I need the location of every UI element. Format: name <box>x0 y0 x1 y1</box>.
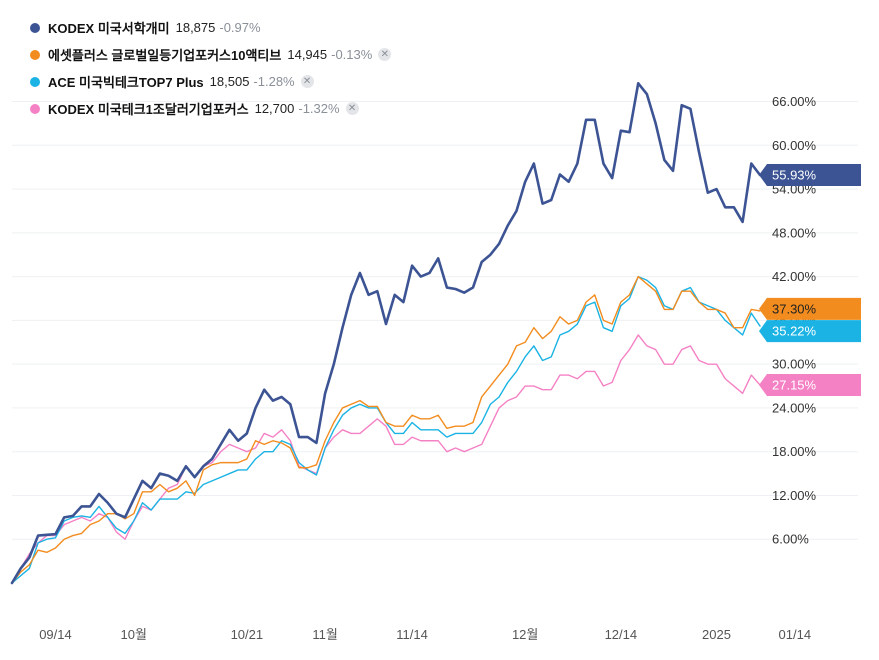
legend-series-name: 에셋플러스 글로벌일등기업포커스10액티브 <box>48 48 282 63</box>
legend-series-name: ACE 미국빅테크TOP7 Plus <box>48 75 204 90</box>
legend-change: -0.13% <box>331 47 373 62</box>
x-tick-label: 11/14 <box>396 627 428 642</box>
y-tick-label: 48.00% <box>772 225 817 240</box>
legend-change: -0.97% <box>219 20 261 35</box>
legend-series-name: KODEX 미국테크1조달러기업포커스 <box>48 102 249 117</box>
legend-dot-icon <box>30 22 40 33</box>
end-value-label: 37.30% <box>772 301 817 316</box>
series-line-1[interactable] <box>11 275 761 584</box>
grid-lines <box>12 101 858 540</box>
legend-item-kodex-tech1jo[interactable]: KODEX 미국테크1조달러기업포커스 12,700 -1.32% ✕ <box>30 95 391 122</box>
x-tick-label: 2025 <box>702 627 731 642</box>
legend-change: -1.28% <box>253 74 295 89</box>
end-value-label: 35.22% <box>772 324 817 339</box>
x-tick-label: 10/21 <box>231 627 264 642</box>
end-label-bg-2 <box>759 320 861 343</box>
legend-price: 12,700 <box>254 101 295 116</box>
legend-price: 18,505 <box>209 74 250 89</box>
legend-dot-icon <box>30 103 40 114</box>
x-tick-label: 09/14 <box>39 627 72 642</box>
y-tick-label: 6.00% <box>772 532 809 547</box>
legend-price: 14,945 <box>287 47 328 62</box>
x-tick-label: 11월 <box>312 627 337 642</box>
x-axis-ticks: 09/14 10월 10/21 11월 11/14 12월 12/14 2025 01/14 <box>39 627 811 642</box>
y-tick-label: 18.00% <box>772 444 817 459</box>
legend-item-kodex-seohak[interactable]: KODEX 미국서학개미 18,875 -0.97% <box>30 14 391 41</box>
y-tick-label: 60.00% <box>772 138 817 153</box>
legend-item-ace-bigtech[interactable]: ACE 미국빅테크TOP7 Plus 18,505 -1.28% ✕ <box>30 68 391 95</box>
legend-change: -1.32% <box>298 101 340 116</box>
legend-item-assetplus[interactable]: 에셋플러스 글로벌일등기업포커스10액티브 14,945 -0.13% ✕ <box>30 41 392 68</box>
legend-series-name: KODEX 미국서학개미 <box>48 21 170 36</box>
legend-dot-icon <box>30 49 40 60</box>
series-line-3[interactable] <box>11 334 761 584</box>
end-label-bg-1 <box>759 297 861 320</box>
remove-series-close-icon[interactable]: ✕ <box>345 102 359 115</box>
end-label-bg-3 <box>759 373 861 396</box>
x-tick-label: 12/14 <box>605 627 638 642</box>
legend: KODEX 미국서학개미 18,875 -0.97% 에셋플러스 글로벌일등기업… <box>30 14 392 122</box>
end-value-label: 27.15% <box>772 377 817 392</box>
x-tick-label: 01/14 <box>779 627 812 642</box>
end-value-label: 55.93% <box>772 167 817 182</box>
x-tick-label: 10월 <box>121 627 147 642</box>
series-line-0[interactable] <box>10 81 762 585</box>
y-tick-label: 24.00% <box>772 400 817 415</box>
y-tick-label: 12.00% <box>772 488 817 503</box>
end-value-labels: 55.93% 37.30% 35.22% 27.15% <box>759 163 861 396</box>
y-tick-label: 30.00% <box>772 357 817 372</box>
end-label-bg-0 <box>759 163 861 186</box>
y-tick-label: 66.00% <box>772 94 817 109</box>
series-lines <box>10 81 762 585</box>
y-tick-label: 42.00% <box>772 269 817 284</box>
x-tick-label: 12월 <box>512 627 538 642</box>
remove-series-close-icon[interactable]: ✕ <box>378 48 392 61</box>
remove-series-close-icon[interactable]: ✕ <box>300 75 314 88</box>
legend-dot-icon <box>30 76 40 87</box>
legend-price: 18,875 <box>175 20 216 35</box>
